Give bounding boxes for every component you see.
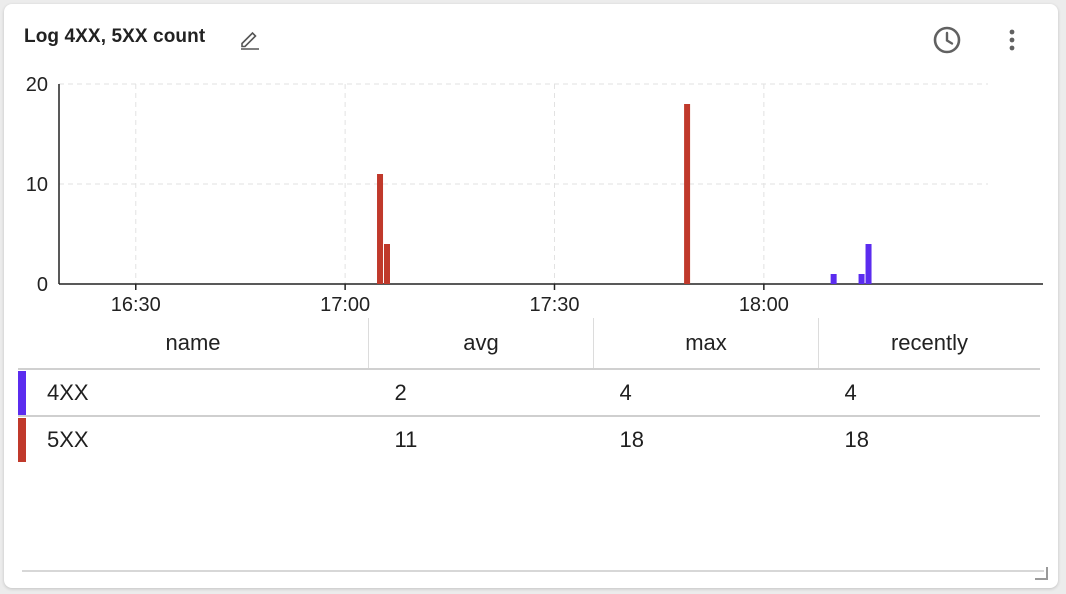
x-tick-label: 18:00	[739, 294, 789, 316]
y-tick-label: 0	[37, 274, 48, 296]
bar-5xx	[684, 104, 691, 284]
legend-name-cell: 5XX	[18, 416, 369, 462]
max-value: 18	[619, 426, 644, 452]
legend-row-5xx[interactable]: 5XX 11 18 18	[18, 416, 1040, 462]
series-color-swatch	[18, 371, 26, 415]
panel-card	[4, 4, 1058, 588]
panel-title: Log 4XX, 5XX count	[24, 26, 206, 47]
edit-icon[interactable]	[238, 27, 262, 56]
y-tick-label: 10	[26, 174, 48, 196]
legend-row-4xx[interactable]: 4XX 2 4 4	[18, 369, 1040, 416]
column-header-max[interactable]: max	[593, 318, 819, 369]
bar-4xx	[830, 274, 837, 284]
y-tick-label: 20	[26, 74, 48, 96]
bar-5xx	[384, 244, 390, 284]
more-vert-icon[interactable]	[998, 22, 1026, 63]
x-tick-label: 17:30	[529, 294, 579, 316]
resize-handle-icon[interactable]	[1032, 564, 1050, 587]
series-name: 5XX	[47, 426, 89, 452]
max-value: 4	[619, 379, 632, 405]
column-header-name[interactable]: name	[165, 330, 221, 355]
column-header-avg[interactable]: avg	[368, 318, 594, 369]
bar-4xx	[858, 274, 865, 284]
series-name: 4XX	[47, 379, 89, 405]
clock-icon[interactable]	[929, 22, 965, 63]
series-color-swatch	[18, 418, 26, 462]
panel-bottom-divider	[22, 570, 1044, 572]
bar-5xx	[377, 174, 384, 284]
avg-value: 2	[394, 379, 407, 405]
x-tick-label: 16:30	[111, 294, 161, 316]
recently-value: 18	[844, 426, 869, 452]
legend-name-cell: 4XX	[18, 369, 369, 416]
legend-table: name avg max recently 4XX 2 4 4 5XX 11 1…	[18, 318, 1040, 462]
bar-chart: 16:30 17:00 17:30 18:00 0 10 20	[26, 74, 1043, 316]
bar-4xx	[865, 244, 872, 284]
recently-value: 4	[844, 379, 857, 405]
x-tick-label: 17:00	[320, 294, 370, 316]
avg-value: 11	[394, 426, 418, 452]
column-header-recently[interactable]: recently	[818, 318, 1040, 369]
legend-header-row: name avg max recently	[18, 318, 1040, 369]
